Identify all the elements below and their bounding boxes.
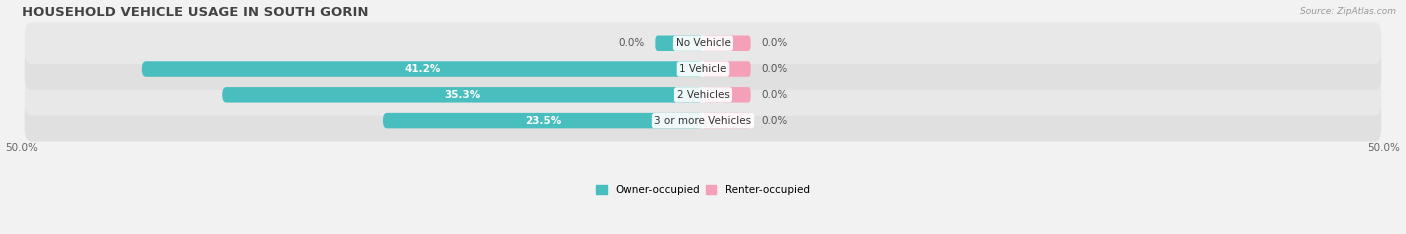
Text: 1 Vehicle: 1 Vehicle — [679, 64, 727, 74]
Text: 0.0%: 0.0% — [762, 90, 787, 100]
FancyBboxPatch shape — [25, 22, 1381, 64]
Text: 0.0%: 0.0% — [762, 116, 787, 126]
Text: 0.0%: 0.0% — [762, 38, 787, 48]
FancyBboxPatch shape — [703, 36, 751, 51]
FancyBboxPatch shape — [382, 113, 703, 128]
FancyBboxPatch shape — [25, 48, 1381, 90]
Text: No Vehicle: No Vehicle — [675, 38, 731, 48]
FancyBboxPatch shape — [703, 61, 751, 77]
FancyBboxPatch shape — [222, 87, 703, 102]
FancyBboxPatch shape — [703, 113, 751, 128]
FancyBboxPatch shape — [703, 87, 751, 102]
Text: 41.2%: 41.2% — [405, 64, 440, 74]
Legend: Owner-occupied, Renter-occupied: Owner-occupied, Renter-occupied — [596, 185, 810, 195]
FancyBboxPatch shape — [25, 74, 1381, 116]
Text: 2 Vehicles: 2 Vehicles — [676, 90, 730, 100]
FancyBboxPatch shape — [25, 100, 1381, 142]
Text: 3 or more Vehicles: 3 or more Vehicles — [654, 116, 752, 126]
Text: HOUSEHOLD VEHICLE USAGE IN SOUTH GORIN: HOUSEHOLD VEHICLE USAGE IN SOUTH GORIN — [22, 6, 368, 18]
Text: 35.3%: 35.3% — [444, 90, 481, 100]
Text: Source: ZipAtlas.com: Source: ZipAtlas.com — [1301, 7, 1396, 16]
Text: 0.0%: 0.0% — [762, 64, 787, 74]
FancyBboxPatch shape — [142, 61, 703, 77]
Text: 23.5%: 23.5% — [524, 116, 561, 126]
FancyBboxPatch shape — [655, 36, 703, 51]
Text: 0.0%: 0.0% — [619, 38, 644, 48]
